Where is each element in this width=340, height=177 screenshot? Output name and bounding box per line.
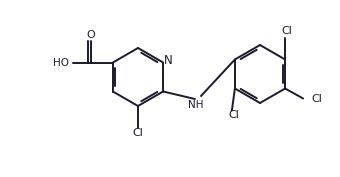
Text: HO: HO <box>53 58 69 67</box>
Text: Cl: Cl <box>133 128 143 138</box>
Text: N: N <box>164 54 172 67</box>
Text: Cl: Cl <box>311 93 322 104</box>
Text: O: O <box>86 30 95 39</box>
Text: NH: NH <box>188 100 204 110</box>
Text: Cl: Cl <box>228 110 239 121</box>
Text: Cl: Cl <box>282 27 292 36</box>
